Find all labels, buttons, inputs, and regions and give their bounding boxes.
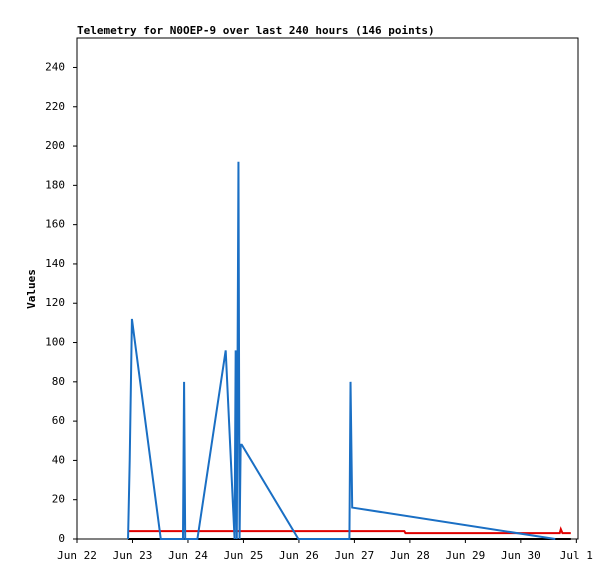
y-tick-label: 140 [45, 257, 65, 270]
x-tick-label: Jun 22 [57, 549, 97, 562]
y-tick-label: 200 [45, 139, 65, 152]
x-tick-label: Jun 27 [335, 549, 375, 562]
y-tick-label: 120 [45, 296, 65, 309]
x-tick-label: Jun 28 [390, 549, 430, 562]
x-tick-label: Jun 23 [113, 549, 153, 562]
plot-frame [76, 37, 579, 540]
x-tick-label: Jun 29 [445, 549, 485, 562]
chart-title: Telemetry for N0OEP-9 over last 240 hour… [77, 24, 435, 37]
y-tick-label: 80 [52, 375, 65, 388]
x-tick-label: Jul 1 [560, 549, 593, 562]
y-tick-label: 180 [45, 178, 65, 191]
y-tick-label: 100 [45, 336, 65, 349]
y-tick-label: 0 [58, 532, 65, 545]
y-axis-label: Values [25, 269, 38, 309]
series-line [127, 161, 556, 540]
x-tick-label: Jun 24 [168, 549, 208, 562]
y-tick-label: 20 [52, 493, 65, 506]
x-tick-label: Jun 30 [501, 549, 541, 562]
y-tick-label: 240 [45, 60, 65, 73]
y-tick-label: 40 [52, 453, 65, 466]
series-line [128, 526, 571, 535]
y-tick-label: 220 [45, 100, 65, 113]
x-tick-label: Jun 25 [224, 549, 264, 562]
y-tick-label: 160 [45, 218, 65, 231]
x-tick-label: Jun 26 [279, 549, 319, 562]
y-tick-label: 60 [52, 414, 65, 427]
